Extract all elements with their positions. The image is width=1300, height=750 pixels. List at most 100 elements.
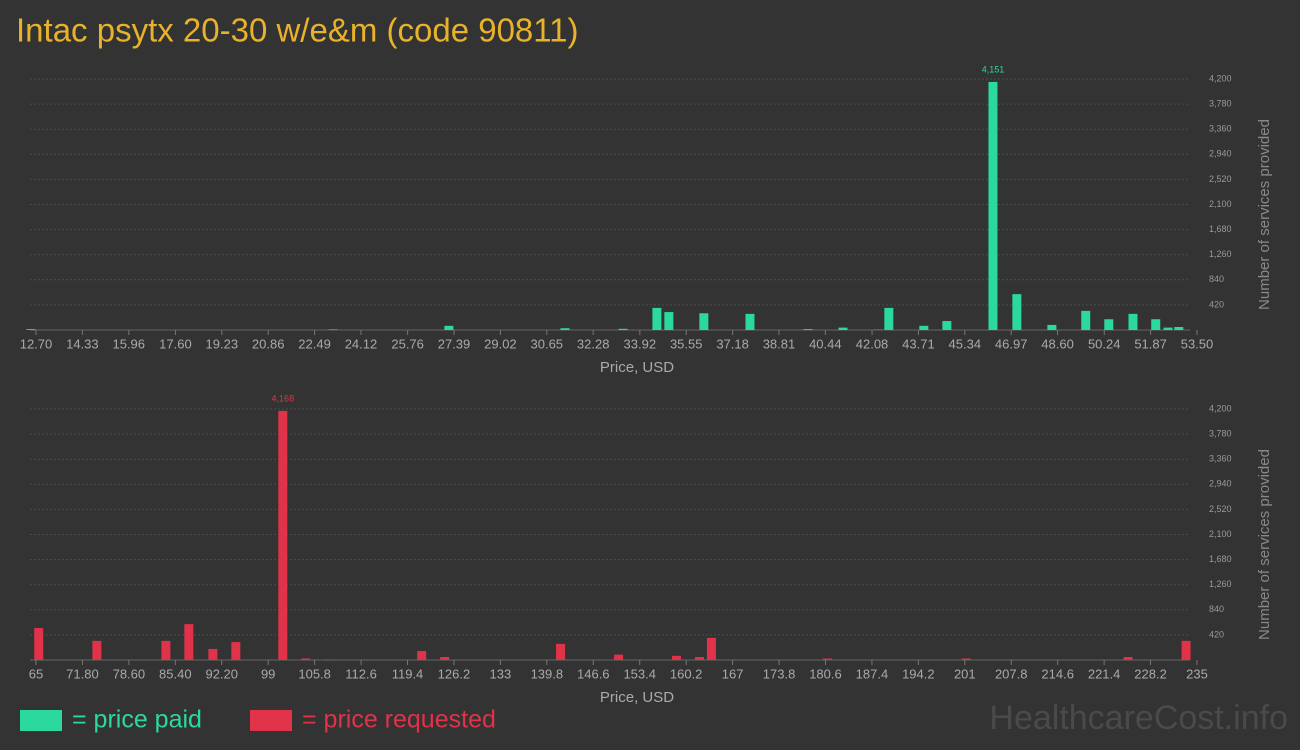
- bar: [560, 328, 570, 330]
- x-tick-label: 201: [954, 666, 976, 681]
- bar: [34, 628, 44, 660]
- x-tick-label: 173.8: [763, 666, 796, 681]
- bar: [919, 325, 929, 330]
- y-tick-label: 1,260: [1209, 579, 1232, 589]
- bar: [1123, 657, 1133, 660]
- legend-swatch: [250, 710, 292, 731]
- legend-label: = price requested: [302, 706, 496, 734]
- x-tick-label: 160.2: [670, 666, 703, 681]
- bar: [664, 312, 674, 330]
- x-tick-label: 12.70: [20, 336, 53, 351]
- y-tick-label: 2,940: [1209, 149, 1232, 159]
- bar: [1081, 310, 1091, 330]
- x-tick-label: 25.76: [391, 336, 424, 351]
- y-tick-label: 3,780: [1209, 428, 1232, 438]
- x-tick-label: 53.50: [1181, 336, 1214, 351]
- x-tick-label: 167: [722, 666, 744, 681]
- bar: [884, 307, 894, 330]
- bar: [1104, 319, 1114, 330]
- bar: [1047, 324, 1057, 330]
- x-tick-label: 207.8: [995, 666, 1028, 681]
- y-tick-label: 2,520: [1209, 504, 1232, 514]
- y-tick-label: 3,360: [1209, 454, 1232, 464]
- bar: [301, 658, 311, 660]
- bar: [838, 327, 848, 330]
- bar: [706, 637, 716, 660]
- x-tick-label: 19.23: [206, 336, 239, 351]
- bar: [328, 329, 338, 330]
- bar: [1174, 327, 1184, 330]
- y-tick-label: 840: [1209, 274, 1224, 284]
- bar: [618, 328, 628, 330]
- bar: [26, 329, 36, 330]
- bar: [988, 81, 998, 330]
- x-tick-label: 228.2: [1134, 666, 1167, 681]
- x-tick-label: 42.08: [856, 336, 889, 351]
- x-tick-label: 38.81: [763, 336, 796, 351]
- y-tick-label: 3,780: [1209, 98, 1232, 108]
- bar: [822, 658, 832, 660]
- x-tick-label: 27.39: [438, 336, 471, 351]
- bar: [324, 659, 334, 660]
- bar: [961, 658, 971, 660]
- bar: [440, 657, 450, 660]
- x-tick-label: 30.65: [531, 336, 564, 351]
- x-tick-label: 32.28: [577, 336, 610, 351]
- bar: [417, 651, 427, 660]
- bar: [1012, 294, 1022, 330]
- x-tick-label: 48.60: [1041, 336, 1074, 351]
- x-tick-label: 20.86: [252, 336, 285, 351]
- x-tick-label: 92.20: [205, 666, 238, 681]
- legend-label: = price paid: [72, 706, 202, 734]
- y-tick-label: 1,680: [1209, 224, 1232, 234]
- y-tick-label: 4,200: [1209, 73, 1232, 83]
- y-tick-label: 840: [1209, 604, 1224, 614]
- bar: [942, 321, 952, 330]
- x-tick-label: 146.6: [577, 666, 610, 681]
- y-tick-label: 3,360: [1209, 124, 1232, 134]
- bar: [652, 307, 662, 330]
- bar: [1151, 319, 1161, 330]
- x-axis-label: Price, USD: [600, 689, 674, 706]
- y-axis-label: Number of services provided: [1256, 119, 1273, 310]
- bar: [208, 648, 218, 660]
- y-tick-label: 420: [1209, 629, 1224, 639]
- x-tick-label: 78.60: [113, 666, 146, 681]
- x-tick-label: 43.71: [902, 336, 935, 351]
- x-tick-label: 235: [1186, 666, 1208, 681]
- x-tick-label: 46.97: [995, 336, 1028, 351]
- bar: [556, 643, 566, 660]
- bar: [184, 624, 194, 660]
- value-label: 4,151: [982, 64, 1005, 74]
- x-tick-label: 126.2: [438, 666, 471, 681]
- bar: [745, 313, 755, 330]
- y-tick-label: 1,680: [1209, 554, 1232, 564]
- x-tick-label: 24.12: [345, 336, 378, 351]
- x-tick-label: 153.4: [623, 666, 656, 681]
- watermark: HealthcareCost.info: [989, 699, 1288, 737]
- bar: [231, 642, 241, 660]
- value-label: 4,168: [272, 393, 295, 403]
- x-tick-label: 33.92: [624, 336, 657, 351]
- bar: [694, 657, 704, 660]
- y-tick-label: 2,520: [1209, 174, 1232, 184]
- x-tick-label: 119.4: [392, 666, 424, 681]
- x-tick-label: 15.96: [112, 336, 145, 351]
- x-tick-label: 65: [29, 666, 43, 681]
- legend-swatch: [20, 710, 62, 731]
- x-tick-label: 35.55: [670, 336, 703, 351]
- y-tick-label: 2,100: [1209, 199, 1232, 209]
- x-tick-label: 99: [261, 666, 275, 681]
- chart-title: Intac psytx 20-30 w/e&m (code 90811): [16, 12, 579, 49]
- bar: [161, 640, 171, 660]
- x-tick-label: 22.49: [298, 336, 331, 351]
- x-tick-label: 40.44: [809, 336, 842, 351]
- bar: [92, 640, 102, 660]
- x-tick-label: 214.6: [1041, 666, 1074, 681]
- bar: [1128, 313, 1138, 330]
- bar: [444, 325, 454, 330]
- x-axis-label: Price, USD: [600, 359, 674, 376]
- x-tick-label: 29.02: [484, 336, 517, 351]
